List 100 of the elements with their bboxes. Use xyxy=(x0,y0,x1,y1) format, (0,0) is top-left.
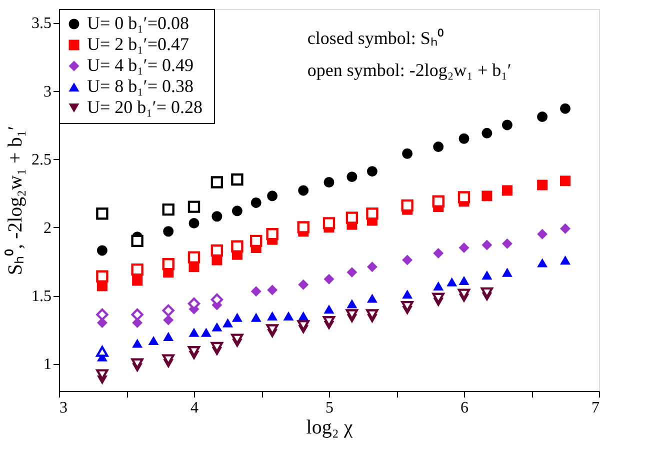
point xyxy=(96,208,108,220)
point xyxy=(132,338,143,348)
y-tick-label: 1.5 xyxy=(32,288,52,305)
point xyxy=(163,226,174,237)
legend-label: U= 8 b₁′= 0.38 xyxy=(87,76,194,96)
point xyxy=(560,255,570,265)
y-tick-label: 1 xyxy=(44,356,52,374)
point xyxy=(502,120,512,130)
point xyxy=(537,112,548,122)
point xyxy=(432,195,444,208)
point xyxy=(322,217,336,230)
point xyxy=(402,254,413,266)
point xyxy=(250,312,262,322)
point xyxy=(560,223,570,234)
point xyxy=(297,221,310,234)
y-tick-label: 2.5 xyxy=(32,152,52,169)
x-tick-label: 4 xyxy=(190,400,198,416)
point xyxy=(200,328,212,337)
x-tick-label: 5 xyxy=(326,400,334,416)
point xyxy=(458,133,470,144)
point xyxy=(324,274,334,284)
point xyxy=(366,294,378,303)
point xyxy=(283,311,294,321)
point xyxy=(267,190,278,202)
point xyxy=(458,276,470,286)
point xyxy=(560,103,570,114)
point xyxy=(96,245,108,256)
point xyxy=(401,199,414,212)
point xyxy=(250,286,262,297)
point xyxy=(250,197,262,208)
legend-label: U= 0 b₁′=0.08 xyxy=(87,13,190,33)
x-axis-title: log₂ χ xyxy=(306,416,353,438)
point xyxy=(231,240,244,252)
annotation: closed symbol: Sₕ⁰ xyxy=(307,28,444,48)
point xyxy=(537,258,548,268)
point xyxy=(482,190,492,202)
point xyxy=(502,238,512,249)
point xyxy=(402,148,413,159)
x-tick-label: 3 xyxy=(60,400,68,416)
point xyxy=(366,262,378,272)
point xyxy=(96,308,108,321)
point xyxy=(188,200,200,213)
point xyxy=(433,248,444,258)
point xyxy=(162,203,174,216)
point xyxy=(148,336,159,346)
point xyxy=(96,270,108,282)
y-tick-label: 2 xyxy=(44,220,52,237)
point xyxy=(537,180,548,190)
point xyxy=(346,172,358,182)
point xyxy=(163,332,174,341)
y-axis-title: Sₕ⁰, -2log₂w₁ + b₁′ xyxy=(4,126,26,276)
x-tick-label: 6 xyxy=(460,400,468,416)
point xyxy=(482,270,492,280)
point xyxy=(222,318,233,328)
point xyxy=(162,304,174,317)
point xyxy=(163,314,174,326)
point xyxy=(366,208,378,220)
point xyxy=(131,308,144,321)
point xyxy=(346,212,358,224)
point xyxy=(458,191,470,204)
point xyxy=(188,218,200,228)
point xyxy=(188,328,200,337)
point xyxy=(132,275,143,286)
point xyxy=(482,128,492,138)
point xyxy=(402,290,413,299)
point xyxy=(324,304,334,314)
point xyxy=(346,299,358,308)
point xyxy=(366,166,378,177)
point xyxy=(537,228,548,240)
point xyxy=(232,206,242,216)
annotation: open symbol: -2log₂w₁ + b₁′ xyxy=(307,60,512,80)
point xyxy=(482,240,492,250)
legend-label: U= 2 b₁′=0.47 xyxy=(87,34,190,54)
point xyxy=(502,185,512,196)
point xyxy=(250,234,262,248)
point xyxy=(560,176,570,186)
point xyxy=(131,263,144,276)
legend-label: U= 4 b₁′= 0.49 xyxy=(87,55,194,75)
point xyxy=(433,142,444,152)
point xyxy=(446,277,458,286)
y-tick-label: 3 xyxy=(44,83,52,100)
point xyxy=(298,185,309,196)
point xyxy=(267,284,278,296)
point xyxy=(324,177,334,188)
point xyxy=(346,267,358,278)
point xyxy=(298,279,309,290)
point xyxy=(96,346,108,357)
point xyxy=(267,311,278,321)
point xyxy=(502,268,512,277)
y-tick-label: 3.5 xyxy=(32,15,52,32)
point xyxy=(433,281,444,290)
point xyxy=(210,244,224,257)
x-tick-label: 7 xyxy=(592,400,600,416)
point xyxy=(162,258,174,270)
point xyxy=(131,234,144,248)
point xyxy=(266,228,278,240)
point xyxy=(188,251,200,264)
point xyxy=(212,211,222,222)
point xyxy=(232,312,242,322)
point xyxy=(210,176,224,188)
